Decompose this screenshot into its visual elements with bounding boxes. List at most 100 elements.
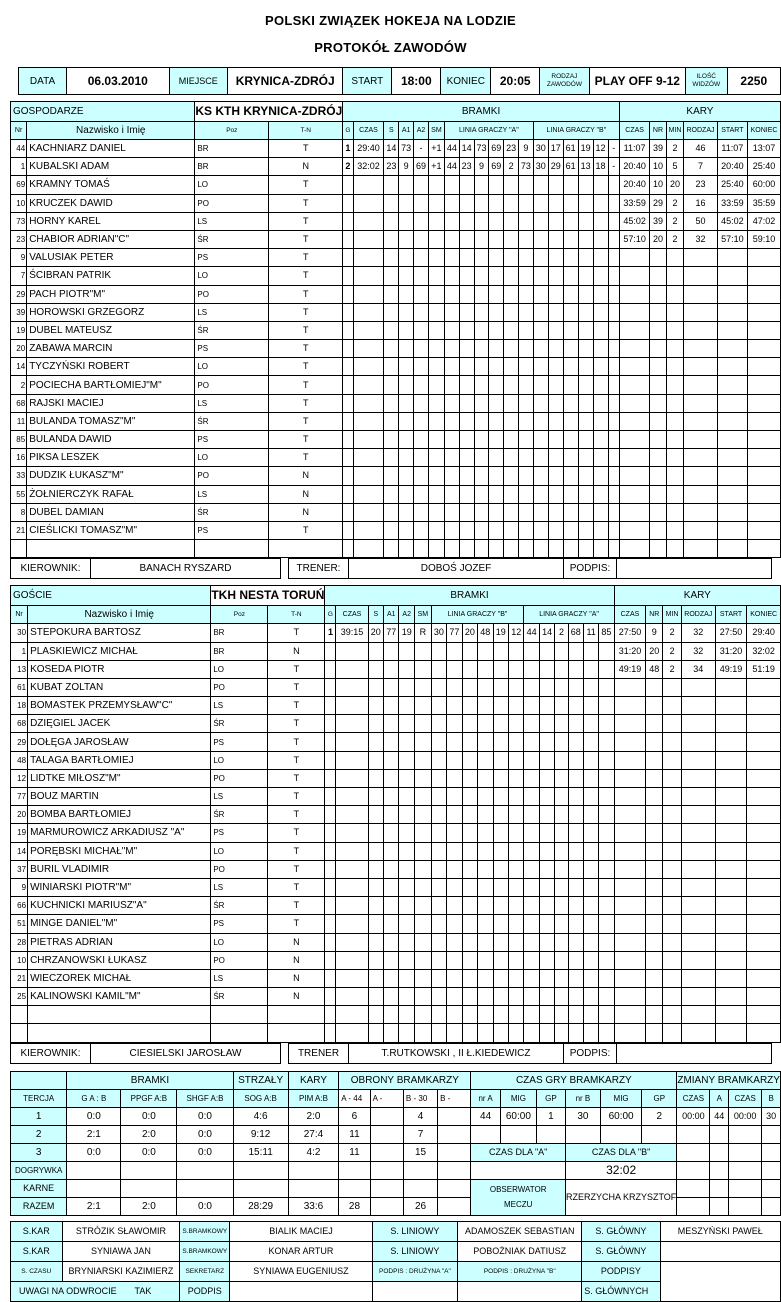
penalty-end (747, 502, 781, 522)
podpisy-glownych-value[interactable] (659, 1260, 781, 1302)
goal-sm (427, 302, 445, 322)
czas-dla-b-value[interactable]: 32:02 (564, 1160, 678, 1180)
penalty-type (683, 466, 718, 486)
line-b-player (562, 284, 579, 304)
goal-sm (427, 284, 445, 304)
home-kierownik-value[interactable]: BANACH RYSZARD (90, 558, 281, 580)
goal-number (342, 229, 354, 250)
guest-trener-value[interactable]: T.RUTKOWSKI , II Ł.KIEDEWICZ (348, 1042, 564, 1064)
line-a-player (507, 768, 525, 789)
rodzaj-zawodow-value[interactable]: PLAY OFF 9-12 (588, 67, 686, 95)
penalty-end: 25:40 (747, 157, 781, 177)
start-value[interactable]: 18:00 (391, 67, 442, 95)
player-row: 1 PLASKIEWICZ MICHAŁ BR N 31:20 20 2 32 31:20 32:… (9, 641, 781, 661)
uwagi-value[interactable]: TAK (134, 1285, 152, 1296)
player-position: ŚR (210, 805, 269, 825)
line-a-player: 69 (488, 157, 505, 177)
line-a-player (461, 805, 479, 825)
player-name: TALAGA BARTŁOMIEJ (27, 750, 212, 770)
line-a-player (443, 484, 460, 504)
line-b-player (523, 950, 540, 970)
line-a-player (488, 175, 505, 195)
player-position: ŚR (194, 229, 270, 250)
player-name: STEPOKURA BARTOSZ (27, 623, 212, 643)
player-position: LS (194, 302, 270, 322)
goal-time (352, 320, 385, 341)
obserwator-label-line2: MECZU (503, 1200, 533, 1210)
line-a-player (492, 950, 509, 970)
podpis-druzyna-b-value[interactable] (457, 1280, 583, 1302)
goal-sm (427, 357, 445, 377)
data-value[interactable]: 06.03.2010 (66, 67, 170, 95)
goal-scorer (383, 320, 400, 341)
line-b-player (523, 987, 540, 1007)
sczasu-value[interactable]: BRYNIARSKI KAZIMIERZ (61, 1260, 181, 1282)
bramkowy-value-1[interactable]: BIALIK MACIEJ (229, 1220, 373, 1242)
goal-scorer (367, 823, 385, 843)
line-a-player (477, 1023, 494, 1043)
goalie-change-cell (676, 1124, 711, 1144)
podpis-druzyna-a-value[interactable] (371, 1280, 459, 1302)
player-tn: T (268, 175, 344, 195)
line-a-player (492, 805, 509, 825)
podpis-druzyna-b-label: PODPIS : DRUŻYNA "B" (457, 1260, 583, 1282)
podpis-value-row4[interactable] (229, 1280, 373, 1302)
sekretarz-value[interactable]: SYNIAWA EUGENIUSZ (229, 1260, 373, 1282)
line-a-player (488, 248, 505, 268)
goal-assist1 (383, 805, 400, 825)
line-a-player (430, 841, 448, 861)
goalie-change-cell (728, 1142, 763, 1162)
line-b-player (598, 968, 615, 989)
goal-sm (427, 448, 445, 468)
guest-podpis-value[interactable] (616, 1042, 772, 1064)
goal-time (352, 393, 385, 413)
guest-kierownik-value[interactable]: CIESIELSKI JAROSŁAW (90, 1042, 281, 1064)
line-b-player (547, 375, 564, 395)
penalty-minutes: 2 (665, 193, 685, 213)
player-row: 30 STEPOKURA BARTOSZ BR T 1 39:15 20 77 19 R 30 77 2… (9, 623, 781, 643)
home-podpis-value[interactable] (616, 558, 772, 580)
bramkowy-value-2[interactable]: KONAR ARTUR (229, 1240, 373, 1262)
line-a-player (473, 175, 490, 195)
koniec-value[interactable]: 20:05 (490, 67, 541, 95)
stats-col-obr-b1: B - 30 (402, 1088, 439, 1108)
goal-time (335, 750, 369, 770)
line-a-player (473, 448, 490, 468)
line-b-player (554, 932, 569, 952)
czas-dla-b-label: CZAS DLA "B" (564, 1142, 678, 1162)
obserwator-value[interactable]: RZERZYCHA KRZYSZTOF (564, 1178, 678, 1216)
penalty-type (683, 302, 718, 322)
line-a-player (430, 677, 448, 698)
penalty-minutes (665, 393, 685, 413)
czas-dla-a-value[interactable] (470, 1160, 566, 1180)
line-b-player (547, 411, 564, 432)
glowny-value-2[interactable] (659, 1240, 781, 1262)
liniowy-value-1[interactable]: ADAMOSZEK SEBASTIAN (457, 1220, 583, 1242)
goal-sm (413, 841, 432, 861)
penalty-time (613, 1005, 647, 1025)
penalty-end (746, 714, 781, 734)
goal-assist2 (413, 266, 429, 286)
glowny-value-1[interactable]: MESZYŃSKI PAWEŁ (659, 1220, 781, 1242)
ilosc-widzow-value[interactable]: 2250 (726, 67, 781, 95)
guest-team-name: TKH NESTA TORUŃ (210, 585, 326, 607)
skar-value-2[interactable]: SYNIAWA JAN (61, 1240, 181, 1262)
player-tn: N (268, 466, 344, 486)
line-b-player (562, 375, 579, 395)
liniowy-value-2[interactable]: POBOŻNIAK DATIUSZ (457, 1240, 583, 1262)
line-b-player (523, 896, 540, 916)
player-row (9, 1005, 781, 1025)
player-tn: T (267, 896, 326, 916)
line-a-player (492, 714, 509, 734)
line-b-player (598, 1005, 615, 1025)
line-b-player (554, 786, 569, 807)
player-number: 16 (9, 448, 28, 468)
line-a-player (443, 302, 460, 322)
goal-sm (427, 429, 445, 450)
skar-value-1[interactable]: STRÓZIK SŁAWOMIR (61, 1220, 181, 1242)
home-trener-value[interactable]: DOBOŚ JOZEF (348, 558, 564, 580)
penalty-minutes (662, 786, 682, 807)
miejsce-value[interactable]: KRYNICA-ZDRÓJ (227, 67, 344, 95)
line-b-player (547, 466, 564, 486)
goal-scorer (383, 266, 400, 286)
